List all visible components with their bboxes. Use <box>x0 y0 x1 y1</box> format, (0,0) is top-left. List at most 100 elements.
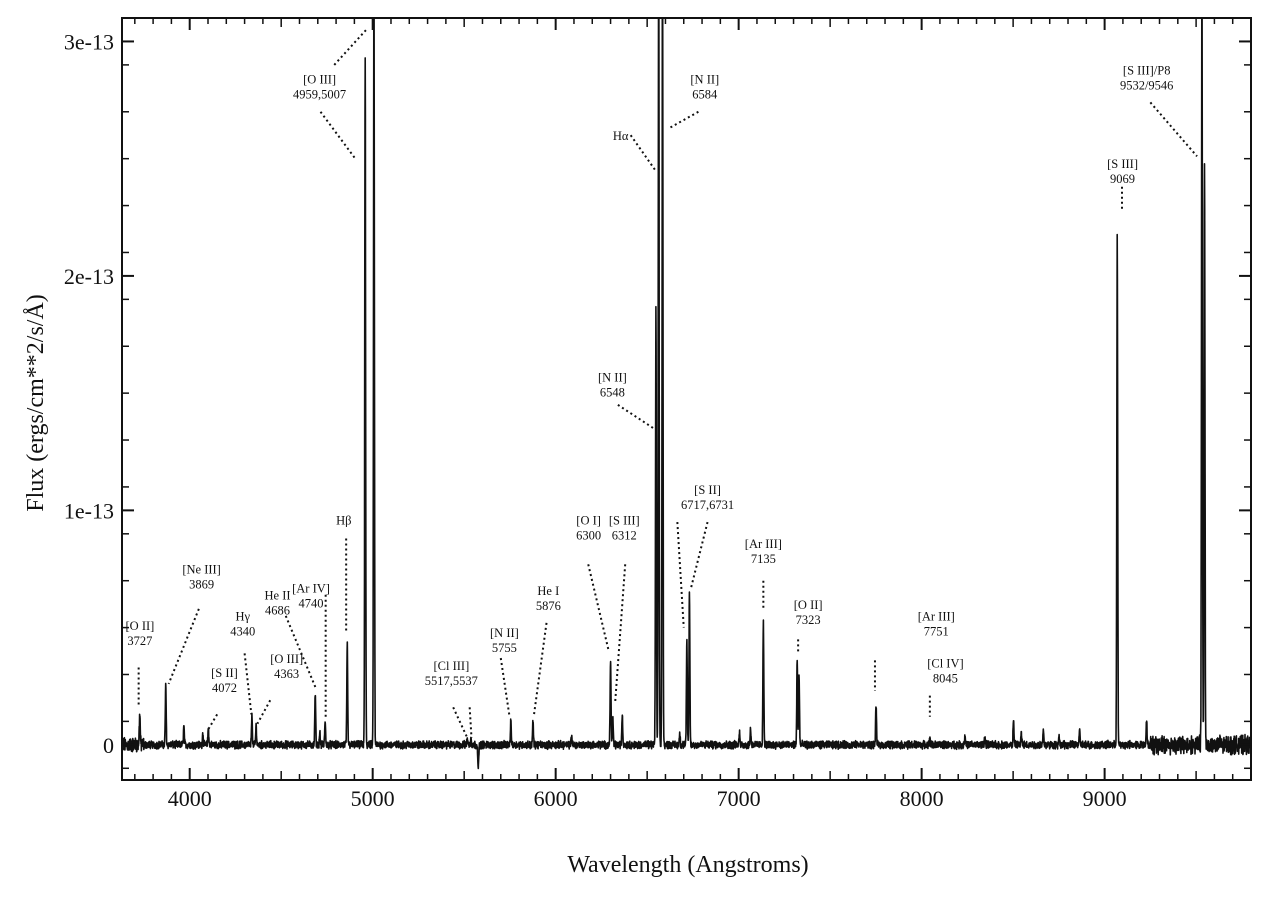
annotation-ion-label: [S II] <box>694 483 721 497</box>
annotation-ion-label: Hα <box>613 129 629 143</box>
annotation-wavelength-label: 5755 <box>492 641 517 655</box>
annotation-ion-label: [N II] <box>690 73 719 87</box>
annotation-ion-label: Hβ <box>336 513 351 527</box>
annotation-ion-label: [O III] <box>270 652 303 666</box>
annotations-group: [O II]3727[Ne III]3869[S II]4072Hγ4340He… <box>126 29 1198 739</box>
axes-group: 4000 5000 6000 7000 8000 9000 0 1e-13 2e-13 3e-13 <box>64 17 1252 811</box>
line-annotation: Hβ <box>336 513 351 633</box>
annotation-ion-label: Hγ <box>235 610 250 624</box>
annotation-ion-label: [Ne III] <box>182 563 221 577</box>
spectrum-line <box>121 17 1252 770</box>
x-tick-label: 6000 <box>534 786 578 811</box>
annotation-leader-line <box>452 706 469 739</box>
annotation-wavelength-label: 8045 <box>933 671 958 685</box>
annotation-ion-label: [S III]/P8 <box>1123 63 1171 77</box>
annotation-leader-line <box>617 404 655 430</box>
annotation-wavelength-label: 4363 <box>274 667 299 681</box>
line-annotation: [N II]6548 <box>598 370 655 430</box>
line-annotation: [S III]9069 <box>1107 157 1138 211</box>
annotation-ion-label: [N II] <box>490 626 519 640</box>
line-annotation: [O II]7323 <box>794 598 823 654</box>
x-tick-label: 4000 <box>168 786 212 811</box>
line-annotation: [S III]6312 <box>609 513 640 703</box>
annotation-ion-label: [Ar III] <box>918 610 955 624</box>
x-tick-label: 5000 <box>351 786 395 811</box>
line-annotation: [Ne III]3869 <box>167 563 221 685</box>
annotation-wavelength-label: 6312 <box>612 528 637 542</box>
annotation-ion-label: [O I] <box>576 513 601 527</box>
annotation-wavelength-label: 5517,5537 <box>425 674 478 688</box>
annotation-wavelength-label: 5876 <box>536 599 561 613</box>
x-tick-label: 9000 <box>1083 786 1127 811</box>
line-annotation: [Cl IV]8045 <box>927 656 964 717</box>
annotation-wavelength-label: 6548 <box>600 385 625 399</box>
annotation-leader-line <box>629 134 657 171</box>
y-tick-label: 3e-13 <box>64 29 114 54</box>
annotation-leader-line <box>1149 101 1198 157</box>
annotation-leader-line <box>284 615 317 689</box>
line-annotation: [O III]4363 <box>256 652 303 725</box>
annotation-leader-line <box>256 699 272 725</box>
annotation-leader-line <box>676 522 685 628</box>
annotation-ion-label: [S III] <box>609 513 640 527</box>
annotation-leader-line <box>614 564 627 703</box>
plot-frame <box>121 17 1252 781</box>
annotation-ion-label: [N II] <box>598 370 627 384</box>
x-tick-label: 8000 <box>900 786 944 811</box>
line-annotation: Hα <box>613 129 657 171</box>
y-tick-label: 2e-13 <box>64 264 114 289</box>
line-annotation: [O I]6300 <box>576 513 610 652</box>
annotation-ion-label: [O III] <box>303 73 336 87</box>
line-annotation: [N II]5755 <box>490 626 519 717</box>
line-annotation: [O III]4959,5007 <box>293 29 368 160</box>
annotation-wavelength-label: 7323 <box>796 613 821 627</box>
annotation-wavelength-label: 4340 <box>230 625 255 639</box>
annotation-wavelength-label: 7135 <box>751 552 776 566</box>
line-annotation: [Ar III]7751 <box>873 610 955 691</box>
annotation-ion-label: He II <box>265 588 291 602</box>
annotation-leader-line <box>587 564 610 652</box>
annotation-ion-label: [S III] <box>1107 157 1138 171</box>
annotation-wavelength-label: 4072 <box>212 681 237 695</box>
annotation-leader-line <box>532 622 548 717</box>
line-annotation: [Ar III]7135 <box>745 537 782 609</box>
annotation-leader-line <box>243 653 253 715</box>
y-tick-label: 1e-13 <box>64 498 114 523</box>
spectrum-line-group <box>121 17 1252 770</box>
annotation-ion-label: He I <box>537 584 559 598</box>
annotation-ion-label: [S II] <box>211 666 238 680</box>
line-annotation: [Ar IV]4740 <box>292 581 330 717</box>
line-annotation: [O II]3727 <box>126 619 155 708</box>
annotation-leader-line <box>668 110 699 130</box>
annotation-wavelength-label: 9069 <box>1110 172 1135 186</box>
annotation-ion-label: [O II] <box>794 598 823 612</box>
annotation-wavelength-label: 4959,5007 <box>293 88 346 102</box>
line-annotation: [Cl III]5517,5537 <box>425 659 478 739</box>
annotation-wavelength-label: 6584 <box>692 88 718 102</box>
annotation-wavelength-label: 6300 <box>576 528 601 542</box>
annotation-leader-line <box>319 111 357 160</box>
x-axis-title: Wavelength (Angstroms) <box>567 852 808 878</box>
annotation-ion-label: [Ar IV] <box>292 581 330 595</box>
annotation-leader-line <box>206 713 219 732</box>
annotation-ion-label: [Cl III] <box>433 659 469 673</box>
line-annotation: [S II]6717,6731 <box>676 483 734 628</box>
annotation-wavelength-label: 3727 <box>127 634 152 648</box>
annotation-leader-line <box>499 657 511 717</box>
annotation-ion-label: [O II] <box>126 619 155 633</box>
annotation-wavelength-label: 6717,6731 <box>681 498 734 512</box>
annotation-wavelength-label: 4686 <box>265 603 290 617</box>
annotation-wavelength-label: 7751 <box>924 625 949 639</box>
line-annotation: [N II]6584 <box>668 73 719 130</box>
annotation-leader-line <box>333 29 368 66</box>
x-tick-label: 7000 <box>717 786 761 811</box>
annotation-leader-line <box>468 707 473 738</box>
annotation-ion-label: [Cl IV] <box>927 656 963 670</box>
y-axis-title: Flux (ergs/cm**2/s/Å) <box>23 294 49 512</box>
line-annotation: [S II]4072 <box>206 666 238 732</box>
y-tick-label: 0 <box>103 733 114 758</box>
